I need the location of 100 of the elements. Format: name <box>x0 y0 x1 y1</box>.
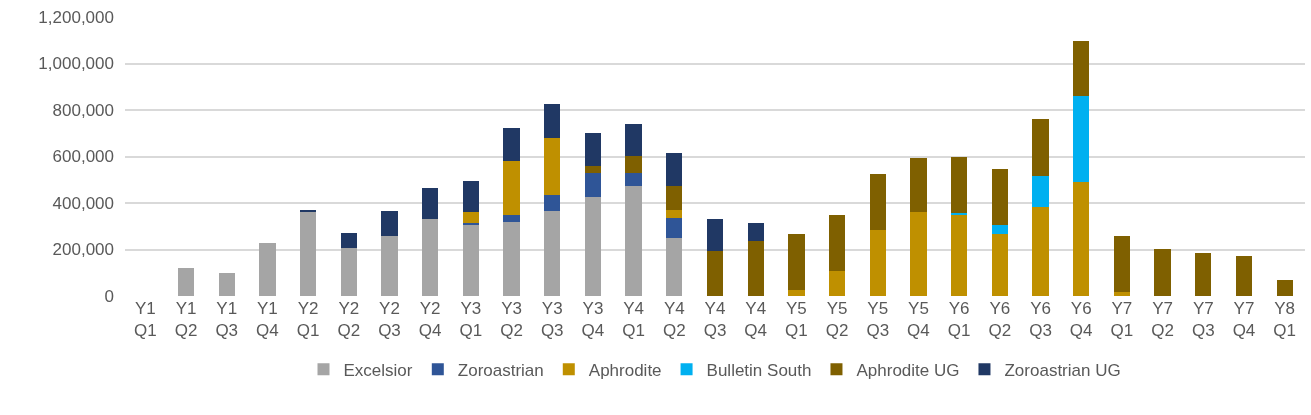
x-tick-label: Y3 Q1 <box>459 299 483 341</box>
x-tick-label: Y3 Q4 <box>581 299 605 341</box>
bar <box>503 221 520 296</box>
legend-label: Zoroastrian <box>457 360 544 380</box>
bar <box>666 186 683 210</box>
x-tick-label: Y8 Q1 <box>1273 299 1296 341</box>
y-tick-label: 0 <box>104 286 114 306</box>
bar <box>1113 236 1131 293</box>
x-tick-label: Y1 Q3 <box>215 299 239 341</box>
legend-label: Aphrodite UG <box>856 360 960 380</box>
x-tick-label: Y7 Q3 <box>1191 299 1215 341</box>
x-tick-label: Y2 Q2 <box>337 299 361 341</box>
bar <box>869 173 886 231</box>
bar <box>869 230 886 296</box>
bar <box>666 237 683 296</box>
bar <box>991 233 1008 296</box>
x-tick-label: Y3 Q2 <box>500 299 523 341</box>
x-tick-label: Y3 Q3 <box>540 299 564 341</box>
bar <box>1235 256 1253 296</box>
bar <box>584 196 602 296</box>
bar <box>422 218 439 296</box>
bar <box>544 137 561 195</box>
legend-label: Aphrodite <box>588 360 662 380</box>
bar <box>584 173 602 197</box>
bar <box>422 187 439 219</box>
x-tick-label: Y4 Q4 <box>744 299 768 341</box>
bar <box>951 156 968 213</box>
bar <box>1195 252 1212 296</box>
x-tick-label: Y7 Q1 <box>1110 299 1134 341</box>
y-tick-label: 1,000,000 <box>38 54 114 74</box>
x-tick-label: Y5 Q2 <box>825 299 849 341</box>
bar <box>462 224 479 296</box>
bar <box>544 194 561 211</box>
bar <box>747 223 764 242</box>
bar <box>788 289 805 296</box>
x-tick-label: Y6 Q3 <box>1029 299 1052 341</box>
bar <box>666 153 683 187</box>
bar <box>828 215 846 271</box>
legend-label: Zoroastrian UG <box>1004 360 1121 380</box>
bar <box>259 242 276 296</box>
bar <box>706 219 724 251</box>
bar <box>1032 119 1049 176</box>
bar <box>1073 96 1090 182</box>
bar <box>1154 249 1171 296</box>
x-tick-label: Y2 Q4 <box>418 299 442 341</box>
bar <box>625 172 642 186</box>
x-tick-label: Y4 Q3 <box>703 299 727 341</box>
bar <box>828 270 846 296</box>
x-tick-label: Y7 Q4 <box>1232 299 1256 341</box>
bar <box>503 160 520 215</box>
bar <box>951 215 968 296</box>
bar <box>462 180 479 213</box>
bar <box>666 209 683 218</box>
bar <box>503 127 520 161</box>
x-tick-label: Y5 Q4 <box>907 299 930 341</box>
bar <box>381 211 398 237</box>
x-tick-label: Y6 Q1 <box>947 299 971 341</box>
bar <box>218 272 235 296</box>
bar <box>1276 279 1293 296</box>
bar <box>706 250 724 296</box>
bar <box>1032 175 1049 207</box>
bar <box>1113 292 1131 296</box>
x-tick-label: Y7 Q2 <box>1151 299 1174 341</box>
y-tick-label: 600,000 <box>52 147 114 167</box>
bar <box>788 233 805 290</box>
bar <box>910 212 927 296</box>
bar <box>340 232 357 249</box>
bar <box>1032 206 1049 296</box>
bar <box>666 217 683 238</box>
y-tick-label: 1,200,000 <box>38 7 114 27</box>
bar <box>910 157 927 213</box>
bar <box>625 123 642 156</box>
bar <box>544 210 561 296</box>
x-tick-label: Y5 Q3 <box>866 299 890 341</box>
bar <box>625 155 642 173</box>
bar <box>584 133 602 167</box>
bar <box>299 211 317 296</box>
y-tick-label: 800,000 <box>52 100 114 120</box>
bar <box>584 166 602 174</box>
bar <box>503 214 520 222</box>
x-tick-label: Y2 Q1 <box>296 299 320 341</box>
legend-label: Excelsior <box>343 360 413 380</box>
bar <box>299 209 317 212</box>
bar <box>381 236 398 296</box>
y-tick-label: 400,000 <box>52 193 114 213</box>
bar <box>625 185 642 296</box>
x-tick-label: Y6 Q2 <box>988 299 1012 341</box>
legend-label: Bulletin South <box>706 360 812 380</box>
x-tick-label: Y4 Q1 <box>622 299 645 341</box>
bar <box>1073 40 1090 97</box>
bar <box>747 241 764 296</box>
x-tick-label: Y6 Q4 <box>1069 299 1093 341</box>
bar <box>544 104 561 138</box>
x-tick-label: Y2 Q3 <box>378 299 401 341</box>
x-tick-label: Y1 Q4 <box>256 299 279 341</box>
bar <box>991 169 1008 226</box>
bar <box>1073 181 1090 296</box>
x-tick-label: Y4 Q2 <box>662 299 686 341</box>
x-tick-label: Y1 Q1 <box>134 299 157 341</box>
bar <box>991 225 1008 234</box>
